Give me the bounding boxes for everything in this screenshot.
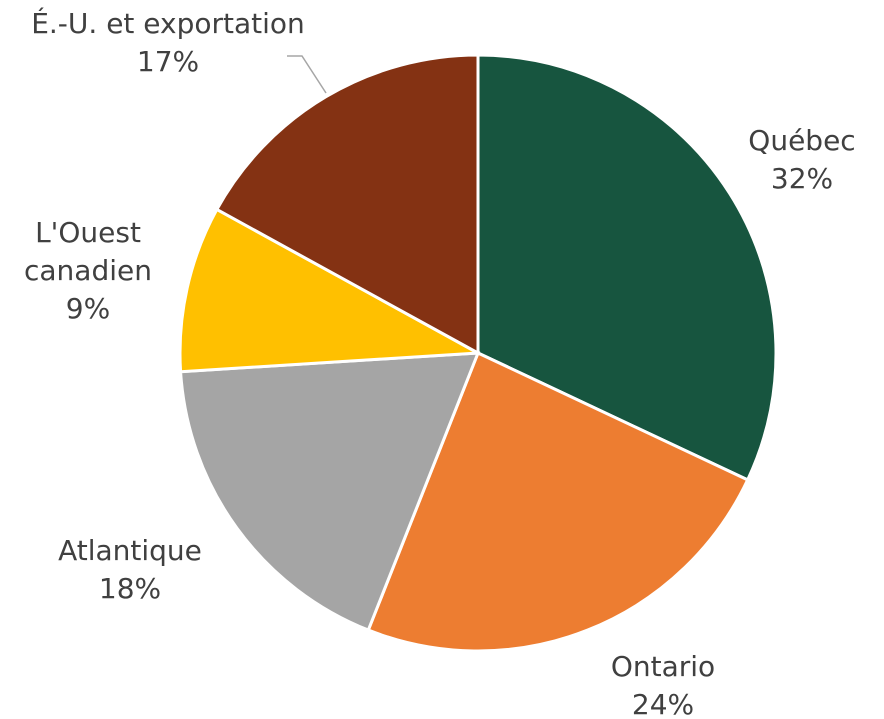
data-label-category: É.-U. et exportation [31, 6, 305, 40]
data-label-category: Québec [748, 124, 855, 157]
data-label-category: Ontario [611, 650, 715, 683]
data-label-3: Atlantique 18% [58, 534, 202, 605]
data-label-category: canadien [24, 254, 152, 287]
data-label-4: L'Ouest canadien 9% [24, 216, 152, 325]
leader-line [287, 55, 327, 94]
leader-lines [287, 55, 327, 94]
data-label-5: É.-U. et exportation 17% [31, 6, 305, 78]
data-label-percent: 32% [771, 162, 833, 195]
data-label-category: Atlantique [58, 534, 202, 567]
pie-slice-4 [178, 207, 484, 374]
pie-slice-5 [214, 53, 480, 356]
data-label-percent: 9% [66, 292, 110, 325]
pie-slice-3 [178, 351, 481, 633]
data-label-category: L'Ouest [35, 216, 141, 249]
data-label-2: Ontario 24% [611, 650, 715, 719]
pie-slice-2 [366, 350, 750, 653]
pie-slices [178, 53, 778, 653]
data-label-percent: 24% [632, 688, 694, 719]
data-labels: Québec 32% Ontario 24% Atlantique 18% L'Ouest c… [24, 6, 856, 719]
pie-slice-1 [476, 53, 778, 482]
data-label-1: Québec 32% [748, 124, 855, 195]
data-label-percent: 18% [99, 572, 161, 605]
data-label-percent: 17% [137, 45, 199, 78]
